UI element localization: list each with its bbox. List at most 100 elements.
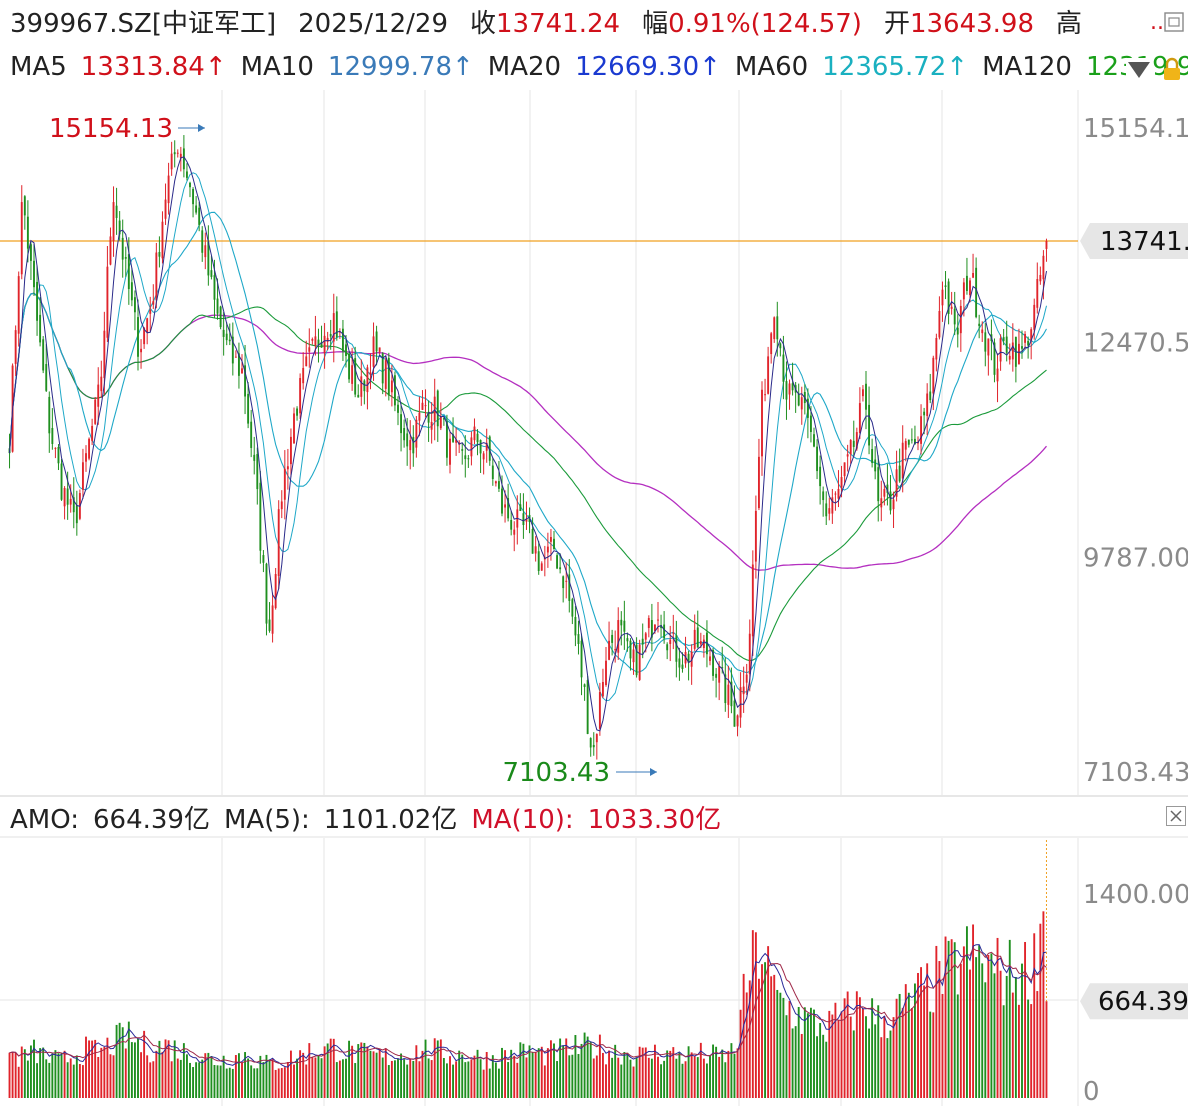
volume-bar (672, 1047, 675, 1098)
volume-bar (800, 1033, 803, 1098)
candle-body (831, 497, 834, 514)
volume-bar (406, 1064, 409, 1098)
volume-bar (595, 1055, 598, 1098)
volume-bar (155, 1050, 158, 1098)
volume-bar (531, 1052, 534, 1098)
candle-body (228, 339, 231, 342)
volume-bar (127, 1021, 130, 1098)
dropdown-triangle-icon[interactable] (1126, 58, 1152, 80)
candle-body (828, 508, 831, 514)
candle-body (48, 396, 51, 434)
volume-bar (1005, 975, 1008, 1098)
candle-body (632, 649, 635, 663)
price-tick-label: 15154.13 (1083, 114, 1188, 144)
candle-body (519, 504, 522, 511)
candle-body (14, 330, 17, 364)
candle-body (981, 329, 984, 334)
candle-body (341, 328, 344, 352)
candle-body (302, 367, 305, 384)
candle-body (923, 411, 926, 416)
candle-body (1005, 336, 1008, 353)
volume-bar (950, 939, 953, 1098)
volume-bar (947, 940, 950, 1098)
volume-bar (516, 1062, 519, 1098)
volume-bar (195, 1062, 198, 1098)
candle-body (231, 336, 234, 364)
candle-body (895, 469, 898, 497)
candle-body (449, 438, 451, 465)
ma20-line (8, 211, 1047, 674)
candle-body (724, 674, 727, 704)
candle-body (825, 503, 828, 517)
candle-body (381, 353, 384, 384)
candle-body (962, 282, 965, 300)
ma60-value: 12365.72↑ (822, 52, 969, 82)
collapse-x-icon[interactable] (1166, 806, 1186, 826)
candle-body (253, 454, 256, 461)
candle-body (256, 453, 259, 490)
candle-body (308, 347, 311, 352)
volume-bar (11, 1051, 14, 1098)
candle-body (164, 199, 167, 219)
candle-body (152, 301, 155, 305)
candle-body (436, 390, 439, 427)
candle-body (800, 397, 803, 410)
volume-bar (366, 1046, 369, 1098)
volume-bar (1014, 976, 1017, 1098)
volume-bar (822, 1034, 825, 1098)
volume-bar (464, 1062, 467, 1098)
volume-bar (770, 976, 773, 1098)
candle-body (1002, 337, 1005, 341)
volume-bar (721, 1049, 724, 1098)
candle-body (953, 308, 956, 325)
candle-body (669, 639, 672, 644)
candle-body (620, 619, 623, 626)
ma120-label: MA120 (982, 52, 1072, 82)
candle-body (507, 498, 510, 519)
volume-bar (329, 1038, 332, 1098)
volume-bar (51, 1053, 54, 1098)
volume-bar (849, 1016, 852, 1098)
volume-bar (666, 1050, 669, 1098)
volume-bar (678, 1052, 681, 1098)
volume-bar (660, 1064, 663, 1098)
volume-bar (996, 937, 999, 1098)
volume-bar (14, 1052, 17, 1098)
candle-body (944, 285, 947, 287)
candle-body (369, 372, 372, 375)
volume-bar (393, 1060, 396, 1098)
volume-bar (923, 985, 926, 1098)
volume-bar (605, 1064, 607, 1098)
volume-bar (375, 1052, 378, 1098)
volume-bar (296, 1058, 299, 1098)
volume-bar (289, 1050, 292, 1098)
volume-bar (231, 1068, 234, 1098)
volume-bar (956, 994, 959, 1098)
volume-bar (17, 1066, 20, 1098)
candle-body (470, 437, 473, 457)
candle-body (412, 437, 415, 454)
volume-bar (886, 1038, 889, 1098)
volume-bar (779, 992, 782, 1098)
candle-body (537, 551, 540, 571)
candle-body (497, 481, 500, 489)
volume-bar (234, 1055, 237, 1098)
volume-bar (323, 1046, 326, 1098)
window-restore-icon[interactable] (1164, 12, 1184, 32)
candle-body (972, 273, 975, 278)
volume-bar (907, 992, 910, 1098)
volume-bar (767, 946, 770, 1098)
candle-body (549, 536, 552, 542)
candle-body (384, 360, 387, 389)
volume-bar (855, 991, 858, 1098)
candle-body (601, 682, 604, 697)
volume-bar (137, 1038, 139, 1098)
volume-bar (623, 1051, 626, 1098)
volume-bar (904, 984, 907, 1098)
volume-bar (164, 1039, 167, 1098)
lock-icon[interactable] (1160, 56, 1184, 82)
candle-body (293, 413, 295, 444)
volume-bar (412, 1060, 415, 1098)
volume-bar (494, 1062, 497, 1098)
